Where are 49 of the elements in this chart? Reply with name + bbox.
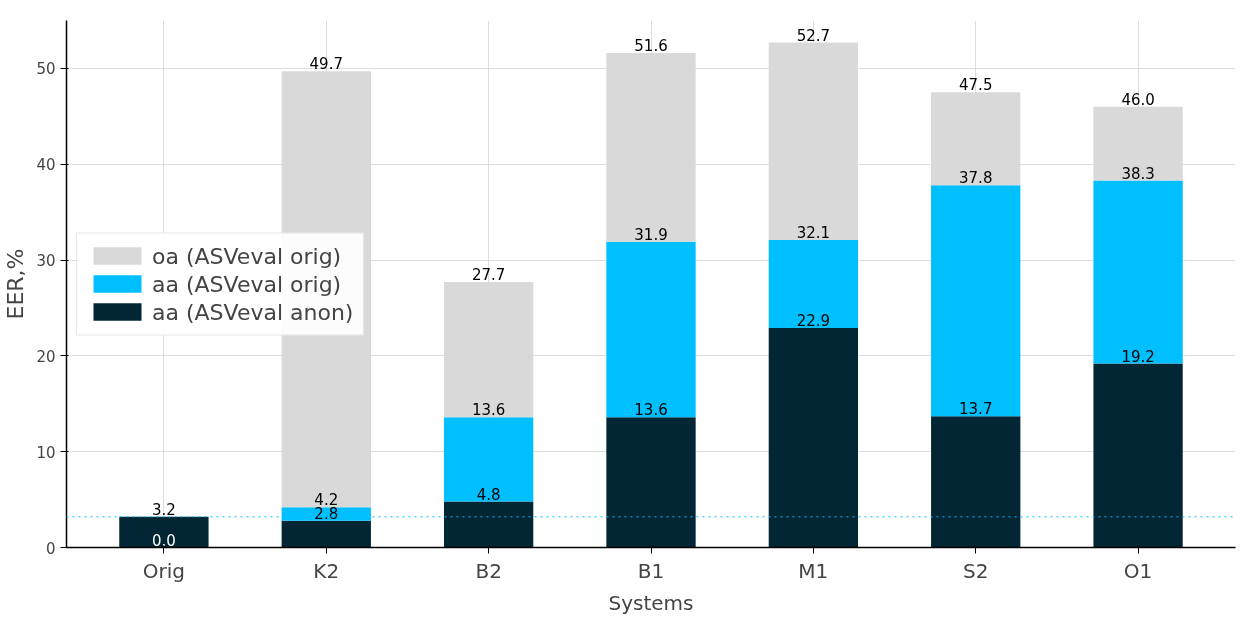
legend-label: oa (ASVeval orig) bbox=[152, 243, 342, 268]
y-tick-label: 20 bbox=[36, 347, 56, 366]
bar bbox=[281, 520, 371, 548]
x-tick-label: B2 bbox=[475, 558, 502, 583]
y-tick-label: 30 bbox=[36, 252, 56, 271]
x-tick-label: O1 bbox=[1123, 558, 1153, 583]
bar bbox=[768, 239, 859, 329]
annotation: 52.7 bbox=[796, 26, 831, 45]
legend-label: aa (ASVeval orig) bbox=[152, 271, 342, 296]
bar bbox=[931, 185, 1021, 417]
annotation: 0.0 bbox=[151, 531, 176, 550]
annotation: 49.7 bbox=[309, 55, 343, 74]
annotation: 46.0 bbox=[1121, 90, 1155, 109]
annotation: 47.5 bbox=[959, 76, 993, 95]
annotation: 27.7 bbox=[471, 266, 506, 285]
annotation: 4.8 bbox=[476, 485, 501, 504]
x-tick-label: K2 bbox=[313, 558, 340, 583]
annotation: 13.7 bbox=[959, 400, 993, 419]
annotation: 51.6 bbox=[634, 37, 668, 56]
y-tick-label: 0 bbox=[45, 539, 56, 558]
annotation: 38.3 bbox=[1121, 164, 1155, 183]
annotation: 13.6 bbox=[634, 401, 668, 420]
annotation: 19.2 bbox=[1121, 347, 1155, 366]
bar bbox=[768, 328, 859, 548]
bar bbox=[1093, 180, 1183, 364]
bar bbox=[443, 282, 534, 418]
bar bbox=[443, 417, 534, 502]
x-tick-label: S2 bbox=[963, 558, 989, 583]
annotation: 32.1 bbox=[796, 223, 831, 242]
bar bbox=[931, 416, 1021, 548]
annotation: 22.9 bbox=[796, 312, 831, 331]
legend-label: aa (ASVeval anon) bbox=[152, 299, 354, 324]
x-tick-label: Orig bbox=[142, 558, 186, 583]
x-axis-title: Systems bbox=[608, 590, 694, 615]
annotation: 31.9 bbox=[634, 225, 668, 244]
annotation: 37.8 bbox=[959, 169, 993, 188]
bar bbox=[443, 501, 534, 548]
bar bbox=[606, 417, 696, 548]
y-tick-label: 40 bbox=[36, 156, 56, 175]
bar bbox=[931, 92, 1021, 186]
y-axis-title: EER,% bbox=[3, 248, 29, 320]
bar bbox=[606, 241, 696, 418]
annotation: 3.2 bbox=[151, 500, 176, 519]
x-tick-label: M1 bbox=[798, 558, 829, 583]
annotation: 13.6 bbox=[471, 401, 506, 420]
y-tick-label: 10 bbox=[36, 443, 56, 462]
bar bbox=[1093, 363, 1183, 548]
x-tick-label: B1 bbox=[637, 558, 665, 583]
y-tick-label: 50 bbox=[36, 60, 56, 79]
